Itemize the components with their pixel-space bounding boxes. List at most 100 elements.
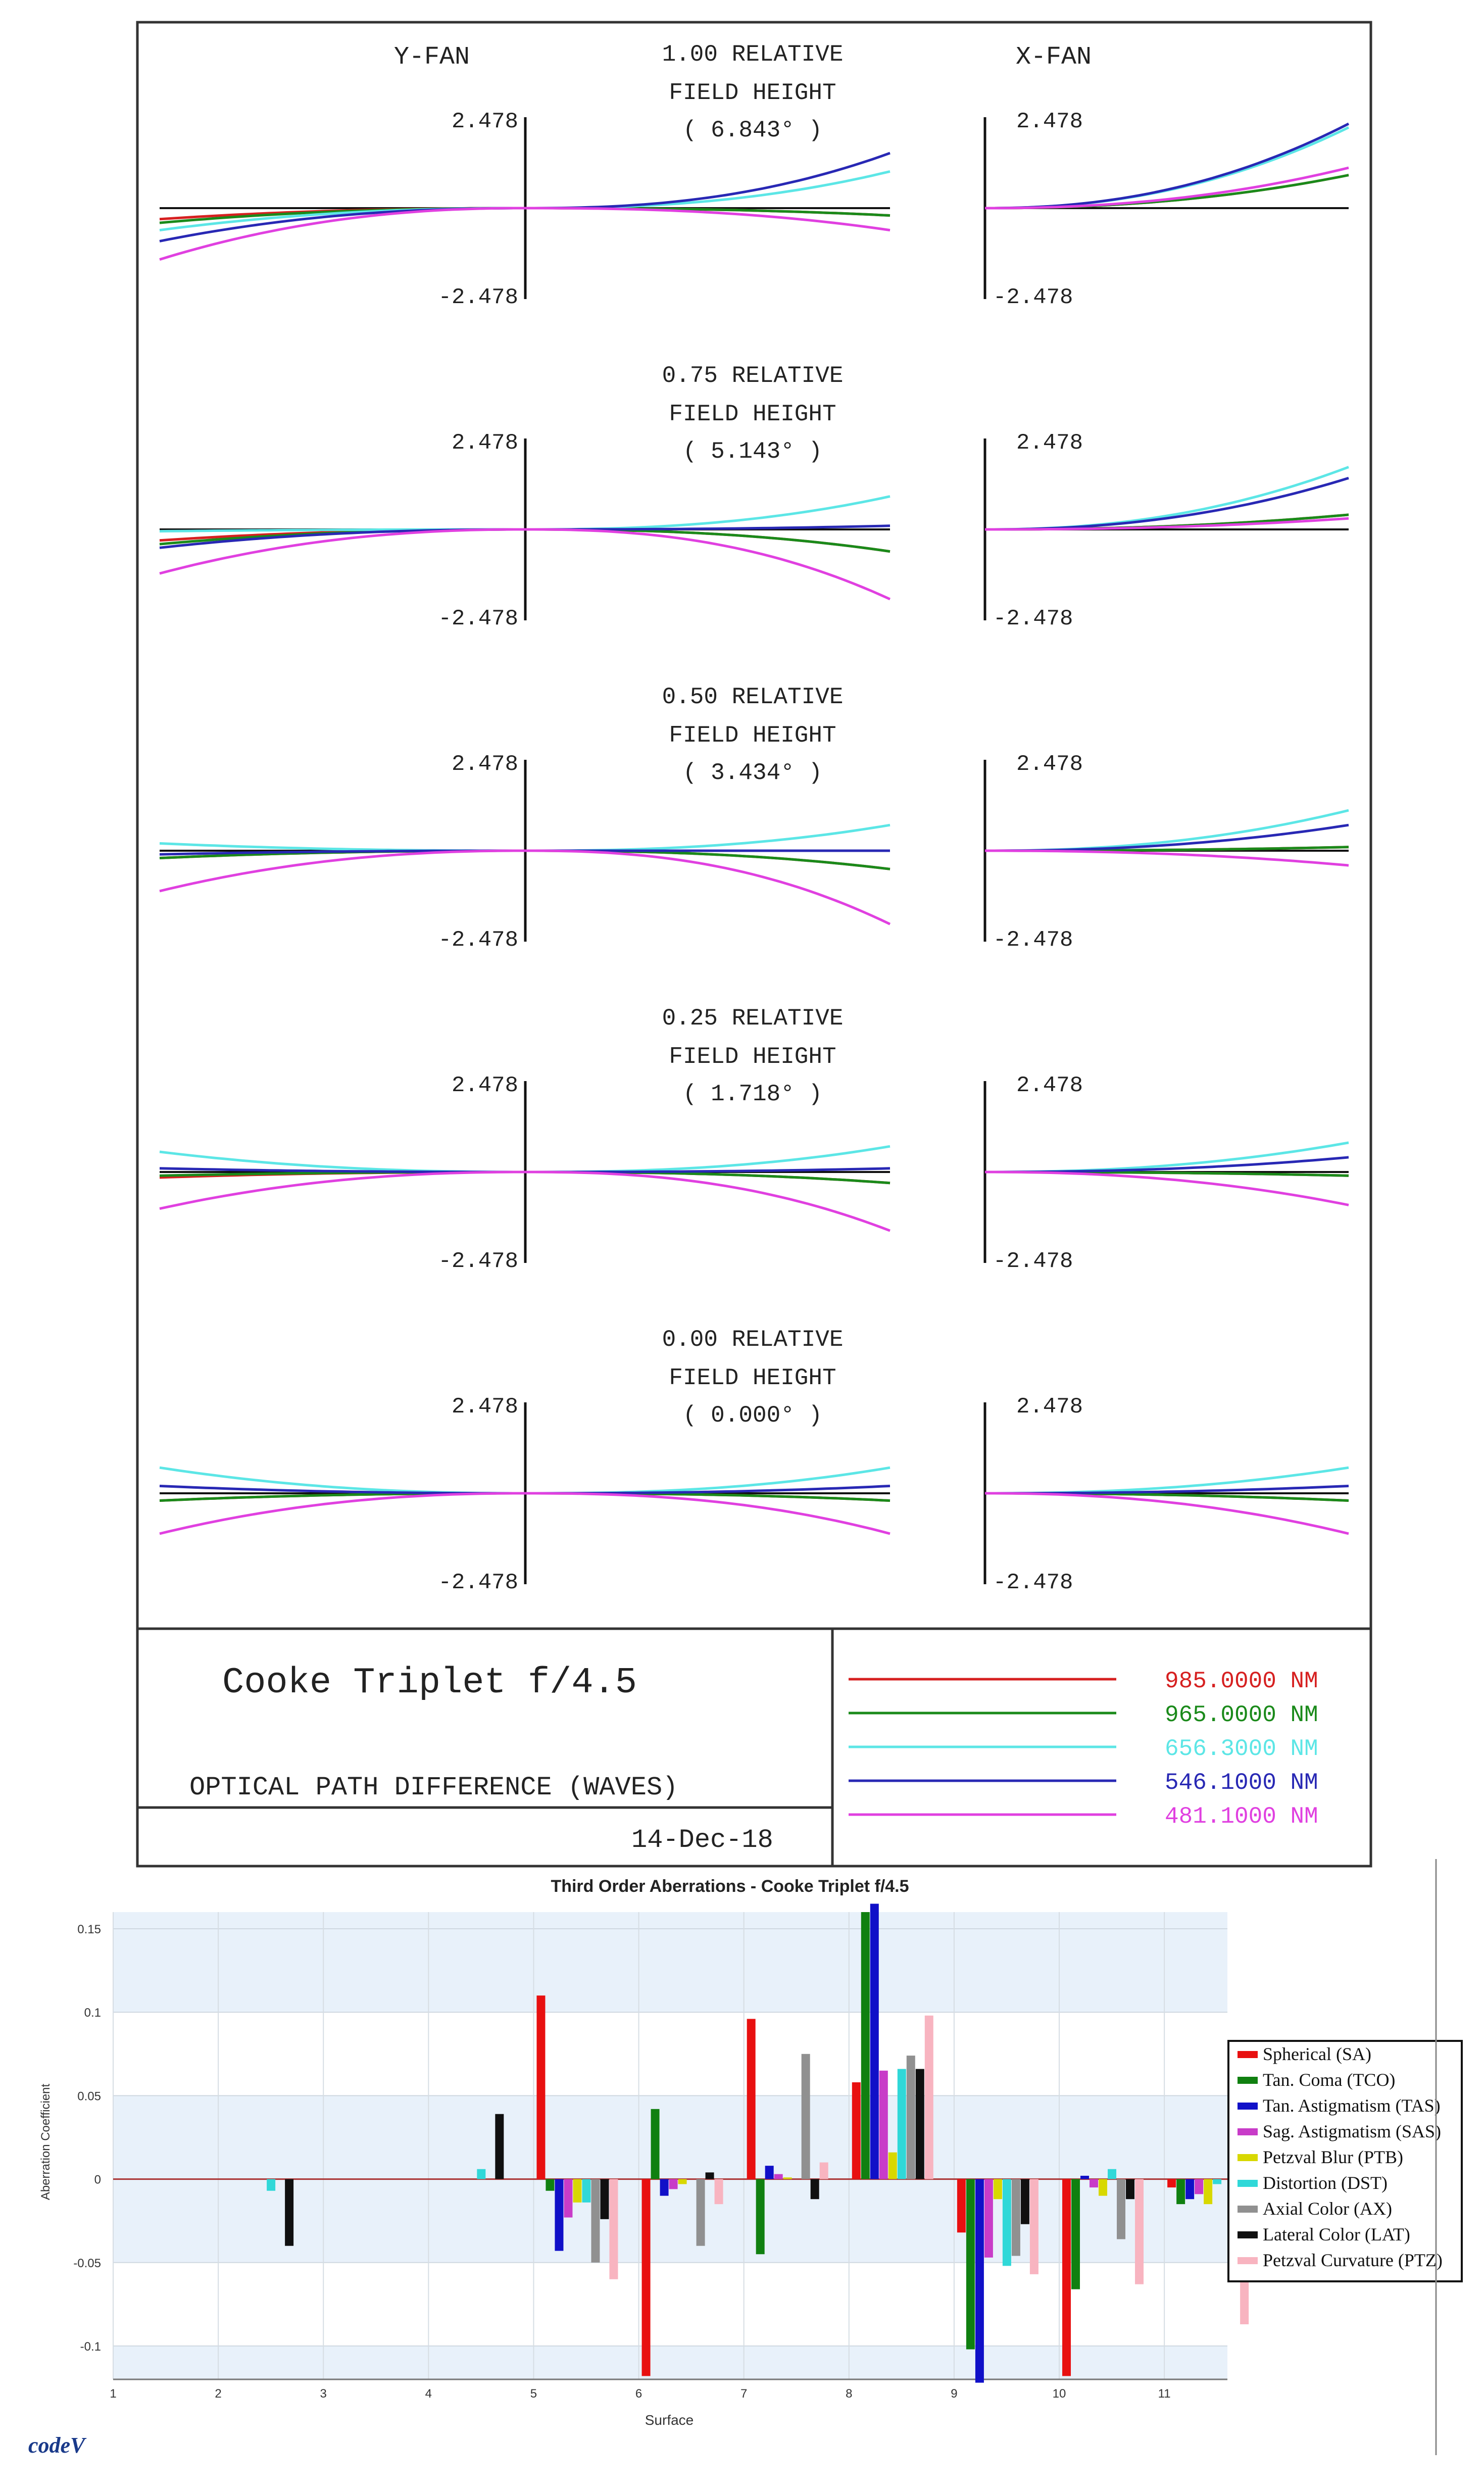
x-fan-min-label: -2.478 <box>993 927 1073 953</box>
y-fan-min-label: -2.478 <box>438 1570 518 1595</box>
bar-8-surface-7 <box>819 2162 828 2179</box>
bar-0-surface-9 <box>957 2179 966 2233</box>
bar-5-surface-5 <box>582 2179 591 2203</box>
legend-box <box>1227 2040 1463 2282</box>
y-fan-max-label: 2.478 <box>452 752 518 777</box>
x-tick-label: 5 <box>530 2387 537 2401</box>
bar-7-surface-2 <box>285 2179 294 2246</box>
codev-logo: codeV <box>28 2433 87 2458</box>
bar-chart-xlabel: Surface <box>645 2412 694 2428</box>
y-tick-label: -0.05 <box>73 2257 101 2270</box>
bar-4-surface-6 <box>678 2179 687 2184</box>
bar-4-surface-8 <box>888 2152 897 2179</box>
legend-label: Axial Color (AX) <box>1263 2199 1392 2219</box>
x-fan-curve-4 <box>985 849 1349 867</box>
wavelength-legend-label: 546.1000 NM <box>1165 1770 1318 1796</box>
legend-swatch <box>1238 2154 1258 2161</box>
x-fan-min-label: -2.478 <box>993 1249 1073 1274</box>
aberration-legend: Spherical (SA) Tan. Coma (TCO) Tan. Astigm… <box>1238 2044 1443 2270</box>
x-tick-label: 4 <box>425 2387 432 2401</box>
bar-7-surface-9 <box>1020 2179 1029 2224</box>
bar-3-surface-6 <box>669 2179 678 2189</box>
x-tick-label: 1 <box>110 2387 116 2401</box>
y-fan-curve-4 <box>159 849 891 925</box>
fan-panel-0: 1.00 RELATIVE FIELD HEIGHT ( 6.843° ) 2.478… <box>159 41 1350 310</box>
bar-chart-ylabel: Aberration Coefficient <box>39 2083 53 2200</box>
legend-swatch <box>1238 2231 1258 2238</box>
bar-7-surface-6 <box>705 2172 714 2179</box>
x-fan-max-label: 2.478 <box>1016 1394 1083 1420</box>
bar-0-surface-8 <box>852 2082 861 2179</box>
x-tick-label: 2 <box>215 2387 221 2401</box>
y-fan-max-label: 2.478 <box>452 1073 518 1098</box>
y-tick-label: 0.15 <box>77 1923 101 1936</box>
bar-plot-area: -0.1 -0.05 0 0.05 0.1 0.15 1 2 3 4 5 6 7 8 9 10 11 <box>73 1903 1249 2401</box>
legend-swatch <box>1238 2051 1258 2058</box>
legend-swatch <box>1238 2103 1258 2110</box>
bar-7-surface-8 <box>915 2069 924 2179</box>
bar-3-surface-9 <box>984 2179 993 2258</box>
x-tick-label: 10 <box>1053 2387 1066 2401</box>
x-tick-label: 6 <box>635 2387 642 2401</box>
bar-8-surface-6 <box>714 2179 723 2205</box>
bar-2-surface-11 <box>1185 2179 1195 2200</box>
y-tick-label: 0.05 <box>77 2089 101 2103</box>
bar-5-surface-11 <box>1213 2179 1222 2184</box>
bar-6-surface-7 <box>801 2054 810 2179</box>
bar-0-surface-5 <box>536 1995 546 2179</box>
bar-3-surface-10 <box>1090 2179 1099 2188</box>
bar-0-surface-7 <box>747 2019 756 2179</box>
legend-swatch <box>1238 2077 1258 2084</box>
x-fan-min-label: -2.478 <box>993 285 1073 310</box>
y-fan-min-label: -2.478 <box>438 285 518 310</box>
bar-4-surface-11 <box>1204 2179 1213 2205</box>
y-fan-max-label: 2.478 <box>452 1394 518 1420</box>
legend-label: Tan. Astigmatism (TAS) <box>1263 2095 1441 2116</box>
legend-label: Spherical (SA) <box>1263 2044 1371 2064</box>
x-fan-curve-3 <box>985 122 1350 210</box>
field-relative-label: 0.00 RELATIVE <box>662 1327 844 1353</box>
plot-band <box>113 2095 1227 2263</box>
bar-4-surface-10 <box>1099 2179 1108 2196</box>
field-angle-label: ( 0.000° ) <box>683 1402 822 1429</box>
field-angle-label: ( 3.434° ) <box>683 760 822 786</box>
field-angle-label: ( 6.843° ) <box>683 117 822 143</box>
bar-2-surface-8 <box>870 1903 879 2179</box>
bar-0-surface-10 <box>1062 2179 1071 2376</box>
bar-1-surface-8 <box>861 1912 870 2179</box>
wavelength-legend-label: 965.0000 NM <box>1165 1702 1318 1728</box>
x-fan-curve-3 <box>985 823 1349 852</box>
x-fan-curve-4 <box>985 1492 1349 1535</box>
field-height-label: FIELD HEIGHT <box>669 80 836 106</box>
y-tick-label: -0.1 <box>80 2340 101 2354</box>
bar-8-surface-5 <box>609 2179 618 2279</box>
y-tick-label: 0.1 <box>84 2006 101 2020</box>
field-relative-label: 0.25 RELATIVE <box>662 1005 844 1032</box>
x-fan-curve-2 <box>985 126 1350 210</box>
bar-1-surface-7 <box>756 2179 765 2255</box>
bar-5-surface-8 <box>897 2069 906 2179</box>
bar-4-surface-5 <box>573 2179 582 2203</box>
bar-8-surface-10 <box>1135 2179 1144 2284</box>
legend-label: Petzval Blur (PTB) <box>1263 2147 1403 2167</box>
legend-swatch <box>1238 2128 1258 2135</box>
x-tick-label: 3 <box>320 2387 327 2401</box>
bar-7-surface-4 <box>495 2114 504 2179</box>
x-fan-curve-4 <box>985 1170 1349 1206</box>
bar-3-surface-11 <box>1195 2179 1204 2194</box>
bar-2-surface-9 <box>975 2179 984 2383</box>
x-fan-max-label: 2.478 <box>1016 109 1083 134</box>
opd-lens-title: Cooke Triplet f/4.5 <box>222 1662 637 1703</box>
y-fan-max-label: 2.478 <box>452 430 518 456</box>
bar-0-surface-11 <box>1167 2179 1176 2188</box>
legend-label: Distortion (DST) <box>1263 2173 1388 2193</box>
bar-8-surface-8 <box>924 2015 933 2179</box>
fan-panel-2: 0.50 RELATIVE FIELD HEIGHT ( 3.434° ) 2.478… <box>159 684 1349 953</box>
bar-5-surface-4 <box>477 2169 486 2179</box>
bar-6-surface-10 <box>1117 2179 1126 2239</box>
bar-1-surface-5 <box>546 2179 555 2191</box>
x-fan-curve-2 <box>985 1466 1349 1495</box>
x-fan-curve-4 <box>985 517 1349 531</box>
bar-8-surface-9 <box>1029 2179 1038 2274</box>
bar-2-surface-10 <box>1080 2175 1090 2179</box>
